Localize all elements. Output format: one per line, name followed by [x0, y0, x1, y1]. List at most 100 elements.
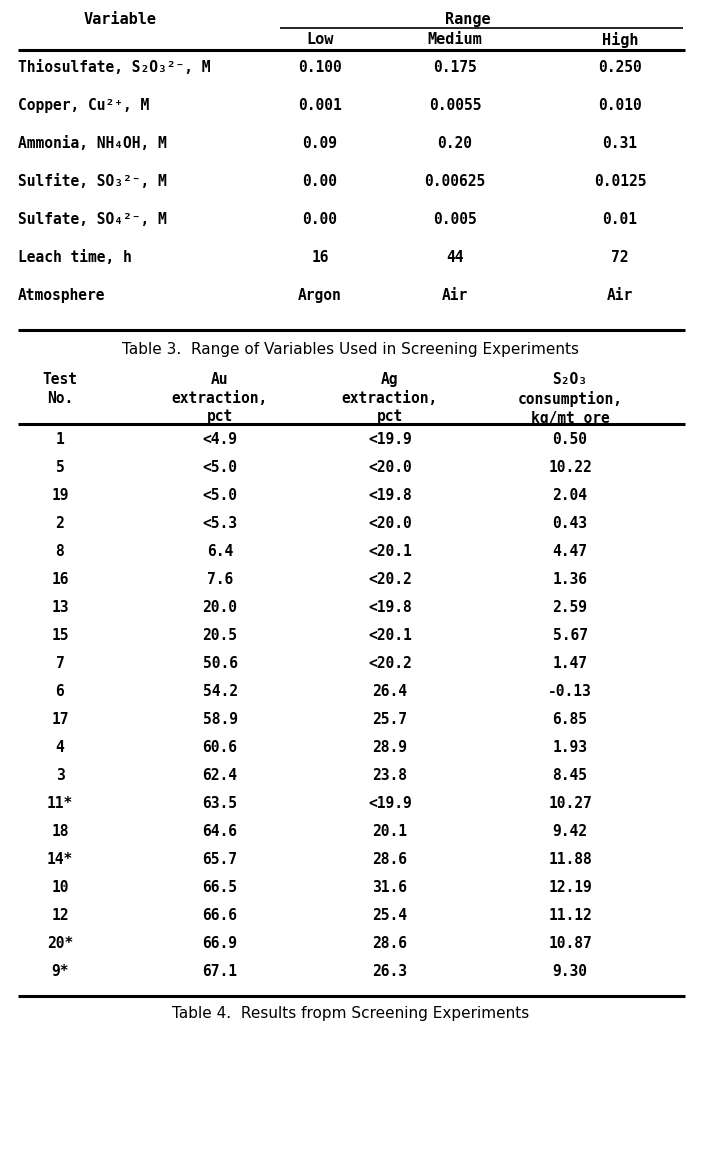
Text: 7: 7	[55, 656, 64, 671]
Text: <5.3: <5.3	[203, 516, 238, 531]
Text: 0.175: 0.175	[433, 60, 477, 75]
Text: <19.9: <19.9	[368, 796, 412, 811]
Text: 0.00625: 0.00625	[424, 174, 486, 189]
Text: Thiosulfate, S₂O₃²⁻, M: Thiosulfate, S₂O₃²⁻, M	[18, 60, 210, 75]
Text: 9.42: 9.42	[552, 824, 587, 839]
Text: <20.2: <20.2	[368, 656, 412, 671]
Text: 0.50: 0.50	[552, 432, 587, 447]
Text: 20.5: 20.5	[203, 628, 238, 643]
Text: Sulfite, SO₃²⁻, M: Sulfite, SO₃²⁻, M	[18, 174, 167, 189]
Text: 8.45: 8.45	[552, 768, 587, 783]
Text: Air: Air	[442, 288, 468, 303]
Text: 28.6: 28.6	[372, 852, 407, 867]
Text: 6: 6	[55, 684, 64, 699]
Text: 16: 16	[311, 249, 329, 264]
Text: 16: 16	[51, 572, 69, 587]
Text: 18: 18	[51, 824, 69, 839]
Text: 2: 2	[55, 516, 64, 531]
Text: 0.01: 0.01	[602, 213, 637, 228]
Text: 23.8: 23.8	[372, 768, 407, 783]
Text: Sulfate, SO₄²⁻,: Sulfate, SO₄²⁻,	[18, 213, 158, 228]
Text: <19.8: <19.8	[368, 599, 412, 614]
Text: 0.100: 0.100	[298, 60, 342, 75]
Text: 0.20: 0.20	[437, 136, 472, 151]
Text: 2.04: 2.04	[552, 489, 587, 502]
Text: -0.13: -0.13	[548, 684, 592, 699]
Text: 11.88: 11.88	[548, 852, 592, 867]
Text: 58.9: 58.9	[203, 711, 238, 726]
Text: 66.6: 66.6	[203, 908, 238, 923]
Text: 20*: 20*	[47, 936, 73, 951]
Text: 4: 4	[55, 740, 64, 755]
Text: Copper, Cu²⁺,: Copper, Cu²⁺,	[18, 98, 140, 113]
Text: Table 4.  Results fropm Screening Experiments: Table 4. Results fropm Screening Experim…	[172, 1006, 529, 1021]
Text: 72: 72	[611, 249, 629, 264]
Text: 64.6: 64.6	[203, 824, 238, 839]
Text: <19.8: <19.8	[368, 489, 412, 502]
Text: 62.4: 62.4	[203, 768, 238, 783]
Text: 44: 44	[447, 249, 464, 264]
Text: 28.9: 28.9	[372, 740, 407, 755]
Text: Sulfite, SO₃²⁻,: Sulfite, SO₃²⁻,	[18, 174, 158, 189]
Text: 10.22: 10.22	[548, 460, 592, 475]
Text: Ammonia, NH₄OH, M: Ammonia, NH₄OH, M	[18, 136, 167, 151]
Text: 0.001: 0.001	[298, 98, 342, 113]
Text: Atmosphere: Atmosphere	[18, 288, 105, 303]
Text: Sulfate, SO₄²⁻, M: Sulfate, SO₄²⁻, M	[18, 213, 167, 228]
Text: 4.47: 4.47	[552, 544, 587, 559]
Text: <20.2: <20.2	[368, 572, 412, 587]
Text: 0.0125: 0.0125	[594, 174, 646, 189]
Text: 3: 3	[55, 768, 64, 783]
Text: 9*: 9*	[51, 964, 69, 979]
Text: 9.30: 9.30	[552, 964, 587, 979]
Text: 17: 17	[51, 711, 69, 726]
Text: Ammonia, NH₄OH,: Ammonia, NH₄OH,	[18, 136, 158, 151]
Text: 1.93: 1.93	[552, 740, 587, 755]
Text: 0.010: 0.010	[598, 98, 642, 113]
Text: <20.1: <20.1	[368, 544, 412, 559]
Text: 1.36: 1.36	[552, 572, 587, 587]
Text: Variable: Variable	[83, 12, 156, 27]
Text: 10.87: 10.87	[548, 936, 592, 951]
Text: Sulfate, SO₄²⁻, M: Sulfate, SO₄²⁻, M	[18, 213, 167, 228]
Text: 65.7: 65.7	[203, 852, 238, 867]
Text: 26.4: 26.4	[372, 684, 407, 699]
Text: 8: 8	[55, 544, 64, 559]
Text: 0.00: 0.00	[303, 174, 337, 189]
Text: 12: 12	[51, 908, 69, 923]
Text: 13: 13	[51, 599, 69, 614]
Text: 50.6: 50.6	[203, 656, 238, 671]
Text: 11.12: 11.12	[548, 908, 592, 923]
Text: <5.0: <5.0	[203, 489, 238, 502]
Text: 0.0055: 0.0055	[429, 98, 482, 113]
Text: Test
No.: Test No.	[43, 372, 78, 405]
Text: Sulfite, SO₃²⁻, M: Sulfite, SO₃²⁻, M	[18, 174, 167, 189]
Text: Copper, Cu²⁺, M: Copper, Cu²⁺, M	[18, 98, 149, 113]
Text: Sulfite, SO₃²⁻, M: Sulfite, SO₃²⁻, M	[18, 174, 167, 189]
Text: <19.9: <19.9	[368, 432, 412, 447]
Text: 10.27: 10.27	[548, 796, 592, 811]
Text: <20.0: <20.0	[368, 460, 412, 475]
Text: Thiosulfate, S₂O₃²⁻,: Thiosulfate, S₂O₃²⁻,	[18, 60, 202, 75]
Text: 54.2: 54.2	[203, 684, 238, 699]
Text: 5.67: 5.67	[552, 628, 587, 643]
Text: Table 3.  Range of Variables Used in Screening Experiments: Table 3. Range of Variables Used in Scre…	[122, 342, 579, 357]
Text: Copper, Cu²⁺, M: Copper, Cu²⁺, M	[18, 98, 149, 113]
Text: 1.47: 1.47	[552, 656, 587, 671]
Text: Thiosulfate, S₂O₃²⁻, M: Thiosulfate, S₂O₃²⁻, M	[18, 60, 210, 75]
Text: 14*: 14*	[47, 852, 73, 867]
Text: Ammonia, NH₄OH, M: Ammonia, NH₄OH, M	[18, 136, 167, 151]
Text: Sulfate, SO₄²⁻, M: Sulfate, SO₄²⁻, M	[18, 213, 167, 228]
Text: 63.5: 63.5	[203, 796, 238, 811]
Text: Ammonia, NH₄OH,: Ammonia, NH₄OH,	[18, 136, 158, 151]
Text: Leach time, h: Leach time, h	[18, 249, 132, 264]
Text: Copper, Cu²⁺,: Copper, Cu²⁺,	[18, 98, 140, 113]
Text: <20.0: <20.0	[368, 516, 412, 531]
Text: 0.09: 0.09	[303, 136, 337, 151]
Text: 20.0: 20.0	[203, 599, 238, 614]
Text: <20.1: <20.1	[368, 628, 412, 643]
Text: 6.4: 6.4	[207, 544, 233, 559]
Text: 15: 15	[51, 628, 69, 643]
Text: Argon: Argon	[298, 288, 342, 303]
Text: 1: 1	[55, 432, 64, 447]
